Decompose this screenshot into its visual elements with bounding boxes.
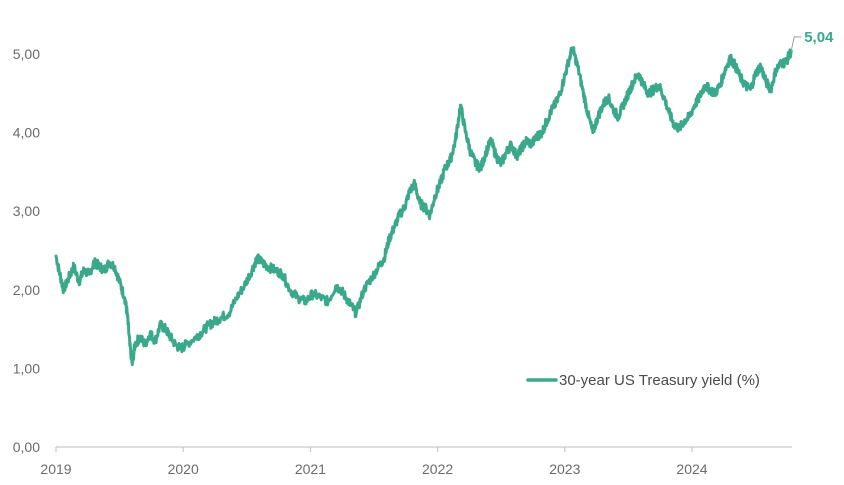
last-value-label: 5,04 — [804, 29, 834, 46]
y-tick-label: 5,00 — [13, 46, 40, 62]
y-axis: 0,00 1,00 2,00 3,00 4,00 5,00 — [13, 46, 40, 455]
x-tick-label: 2020 — [168, 461, 199, 477]
series-line — [54, 46, 793, 366]
x-axis: 2019 2020 2021 2022 2023 2024 — [40, 446, 792, 477]
y-tick-label: 4,00 — [13, 125, 40, 141]
x-tick-label: 2022 — [422, 461, 453, 477]
y-tick-label: 1,00 — [13, 360, 40, 376]
legend-label: 30-year US Treasury yield (%) — [559, 372, 760, 389]
last-value-annotation: 5,04 — [790, 29, 834, 51]
x-tick-label: 2024 — [676, 461, 707, 477]
annotation-leader-line — [790, 36, 802, 51]
y-tick-label: 3,00 — [13, 203, 40, 219]
x-tick-label: 2019 — [40, 461, 71, 477]
y-tick-label: 0,00 — [13, 439, 40, 455]
legend: 30-year US Treasury yield (%) — [526, 372, 760, 389]
x-tick-label: 2023 — [549, 461, 580, 477]
y-tick-label: 2,00 — [13, 282, 40, 298]
series-layer — [54, 46, 793, 366]
x-tick-label: 2021 — [295, 461, 326, 477]
